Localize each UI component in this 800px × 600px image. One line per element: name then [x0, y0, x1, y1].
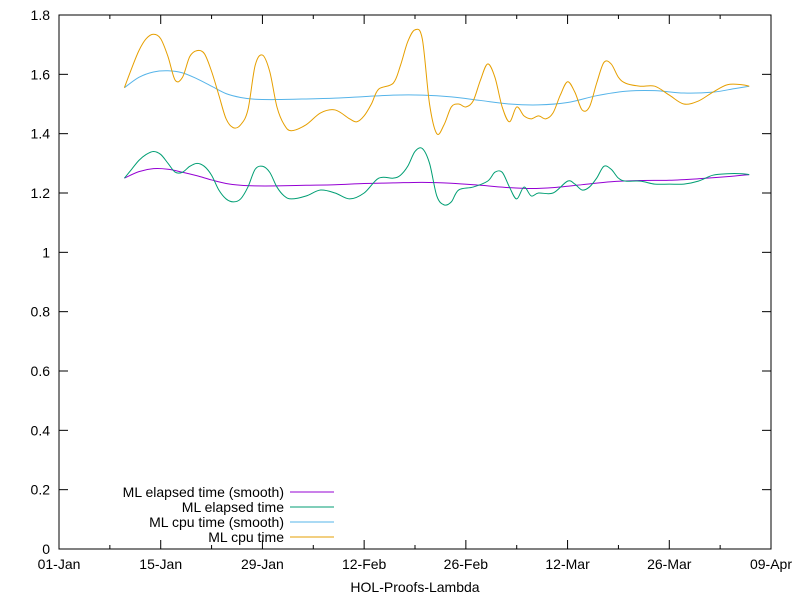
series-line-3 [124, 70, 750, 106]
x-tick-label: 29-Jan [241, 556, 284, 572]
y-tick-label: 0.4 [31, 422, 51, 438]
legend-label: ML elapsed time (smooth) [123, 484, 284, 500]
x-tick-label: 26-Mar [647, 556, 692, 572]
plot-frame [58, 14, 772, 550]
legend-label: ML cpu time [208, 529, 284, 545]
y-tick-label: 1.8 [31, 7, 51, 23]
x-tick-label: 01-Jan [38, 556, 81, 572]
y-tick-label: 0.8 [31, 304, 51, 320]
x-tick-label: 26-Feb [444, 556, 489, 572]
series-line-4 [123, 28, 750, 135]
y-tick-label: 0 [42, 541, 50, 557]
series-line-2 [124, 147, 750, 206]
y-tick-label: 1.2 [31, 185, 51, 201]
y-tick-label: 1.6 [31, 66, 51, 82]
x-tick-label: 12-Feb [342, 556, 387, 572]
x-tick-label: 12-Mar [545, 556, 590, 572]
legend-label: ML elapsed time [182, 499, 284, 515]
y-tick-label: 0.6 [31, 363, 51, 379]
legend: ML elapsed time (smooth)ML elapsed timeM… [123, 484, 334, 545]
x-tick-label: 15-Jan [139, 556, 182, 572]
x-axis-tick-labels: 01-Jan 15-Jan 29-Jan 12-Feb 26-Feb 12-Mar 26-M… [38, 556, 793, 572]
plot-area [123, 28, 750, 206]
x-tick-label: 09-Apr [750, 556, 792, 572]
y-axis-tick-labels: 0 0.2 0.4 0.6 0.8 1 1.2 1.4 1.6 1.8 [31, 7, 51, 557]
x-axis-title: HOL-Proofs-Lambda [350, 579, 479, 595]
series-line-1 [124, 168, 750, 190]
y-tick-label: 0.2 [31, 482, 51, 498]
y-tick-label: 1 [42, 244, 50, 260]
axis-ticks [58, 14, 772, 550]
legend-label: ML cpu time (smooth) [149, 514, 284, 530]
y-tick-label: 1.4 [31, 126, 51, 142]
